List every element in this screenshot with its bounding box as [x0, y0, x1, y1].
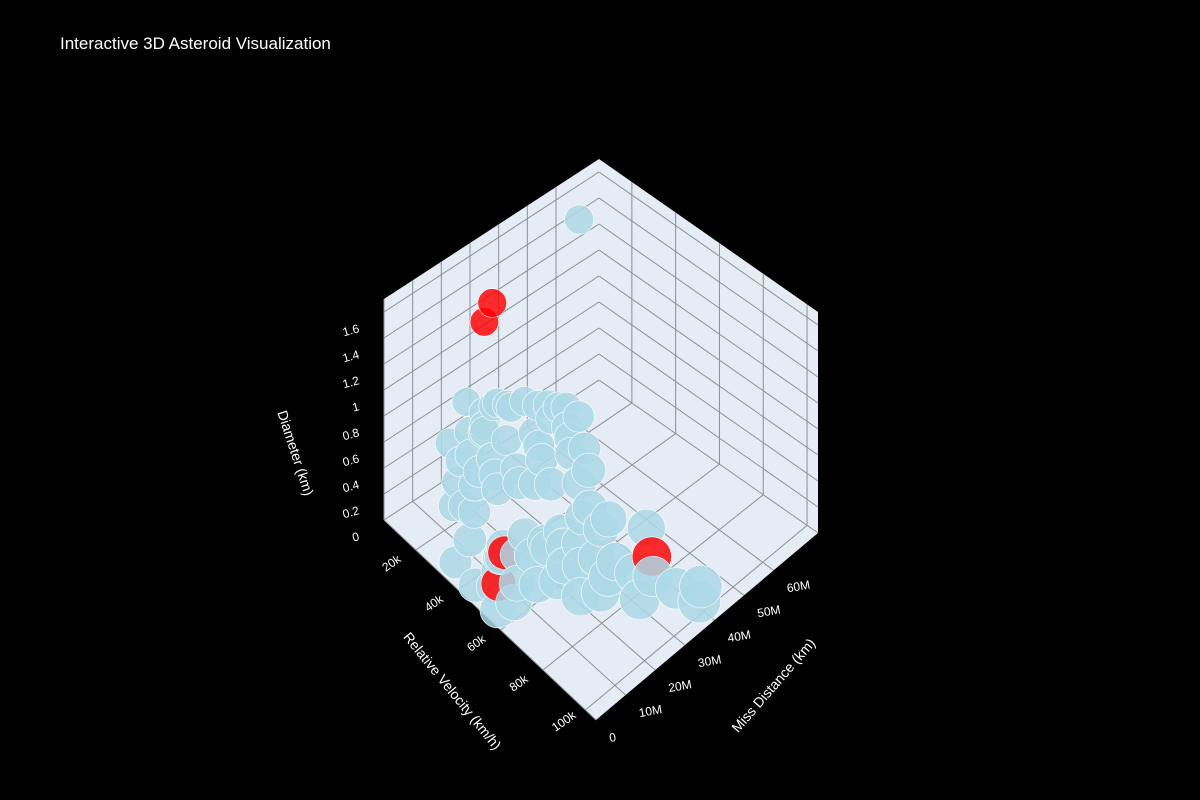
- wall-grid-z-right: [598, 353, 819, 508]
- x-tick-label: 20M: [667, 677, 692, 695]
- x-tick-label: 10M: [638, 702, 663, 720]
- wall-grid-z-left: [383, 301, 600, 443]
- z-tick-label: 1: [351, 399, 361, 414]
- asteroid-marker: [562, 400, 595, 433]
- wall-grid-z-right: [598, 327, 819, 482]
- wall-grid-z-right: [598, 301, 819, 456]
- z-tick-label: 0: [351, 529, 361, 544]
- y-tick-label: 40k: [422, 591, 447, 614]
- z-tick-label: 0.8: [341, 425, 361, 443]
- y-axis-title: Relative Velocity (km/h): [400, 629, 504, 753]
- x-axis-title: Miss Distance (km): [728, 635, 818, 735]
- z-axis-title: Diameter (km): [274, 408, 317, 497]
- wall-grid-z-right: [598, 379, 819, 534]
- wall-grid-z-right: [598, 223, 819, 378]
- y-tick-label: 80k: [507, 671, 532, 694]
- chart-title: Interactive 3D Asteroid Visualization: [60, 34, 331, 53]
- z-tick-label: 1.6: [341, 321, 361, 339]
- x-tick-label: 50M: [756, 602, 781, 620]
- wall-grid-z-right: [598, 275, 819, 430]
- hazardous-asteroid-marker: [477, 288, 507, 318]
- x-tick-label: 30M: [697, 652, 722, 670]
- asteroid-marker: [490, 424, 523, 456]
- scatter-markers: [434, 204, 723, 629]
- asteroid-marker: [452, 522, 487, 558]
- wall-grid-z-left: [383, 197, 600, 339]
- z-tick-label: 0.6: [341, 451, 361, 469]
- z-tick-label: 0.4: [341, 477, 361, 495]
- asteroid-marker: [590, 500, 628, 538]
- back-wall-left: [384, 159, 599, 520]
- wall-grid-z-right: [598, 249, 819, 404]
- wall-grid-z-left: [383, 171, 600, 313]
- y-tick-label: 60k: [464, 631, 489, 654]
- wall-grid-z-right: [598, 171, 819, 326]
- x-tick-label: 40M: [726, 627, 751, 645]
- wall-grid-z-right: [598, 197, 819, 352]
- asteroid-marker: [564, 204, 595, 235]
- z-tick-label: 1.2: [341, 373, 361, 391]
- z-tick-label: 0.2: [341, 503, 361, 521]
- wall-grid-z-left: [383, 275, 600, 417]
- y-tick-label: 20k: [379, 551, 404, 574]
- asteroid-marker: [571, 452, 607, 488]
- asteroid-marker: [679, 565, 723, 609]
- z-tick-label: 1.4: [341, 347, 361, 365]
- x-tick-label: 0: [608, 730, 617, 745]
- x-tick-label: 60M: [786, 578, 811, 596]
- y-tick-label: 100k: [549, 707, 579, 734]
